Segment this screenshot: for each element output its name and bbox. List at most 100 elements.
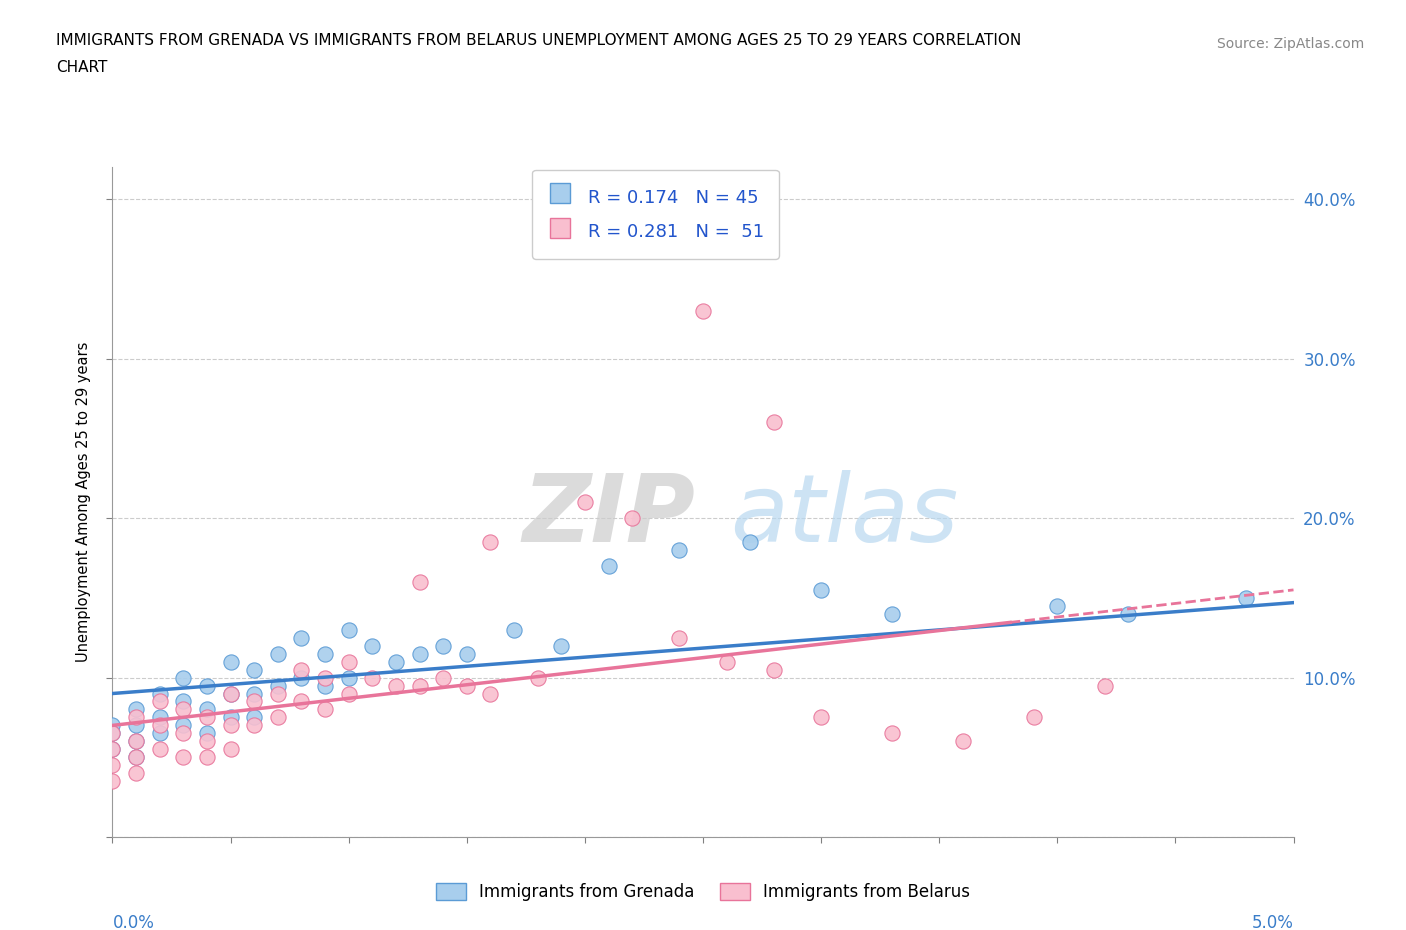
Point	[432, 638, 454, 653]
Point	[172, 694, 194, 709]
Point	[125, 750, 148, 764]
Point	[290, 631, 312, 645]
Point	[1094, 678, 1116, 693]
Point	[762, 662, 785, 677]
Text: CHART: CHART	[56, 60, 108, 75]
Point	[408, 646, 430, 661]
Point	[880, 726, 903, 741]
Text: atlas: atlas	[731, 470, 959, 561]
Point	[149, 718, 172, 733]
Point	[101, 758, 124, 773]
Point	[243, 710, 266, 724]
Point	[361, 638, 384, 653]
Point	[101, 742, 124, 757]
Point	[125, 765, 148, 780]
Text: Source: ZipAtlas.com: Source: ZipAtlas.com	[1216, 37, 1364, 51]
Point	[219, 718, 242, 733]
Point	[290, 694, 312, 709]
Point	[125, 702, 148, 717]
Point	[101, 726, 124, 741]
Point	[361, 671, 384, 685]
Point	[1046, 598, 1069, 613]
Point	[195, 710, 218, 724]
Point	[952, 734, 974, 749]
Point	[337, 622, 360, 637]
Point	[1116, 606, 1139, 621]
Point	[149, 710, 172, 724]
Point	[125, 734, 148, 749]
Point	[195, 734, 218, 749]
Point	[503, 622, 526, 637]
Point	[149, 686, 172, 701]
Point	[219, 686, 242, 701]
Point	[432, 671, 454, 685]
Point	[172, 702, 194, 717]
Point	[408, 678, 430, 693]
Point	[314, 646, 336, 661]
Point	[243, 662, 266, 677]
Point	[408, 575, 430, 590]
Point	[149, 742, 172, 757]
Point	[172, 750, 194, 764]
Point	[526, 671, 548, 685]
Legend: R = 0.174   N = 45, R = 0.281   N =  51: R = 0.174 N = 45, R = 0.281 N = 51	[533, 170, 779, 259]
Point	[479, 686, 502, 701]
Point	[219, 686, 242, 701]
Point	[195, 750, 218, 764]
Point	[195, 678, 218, 693]
Point	[810, 582, 832, 597]
Point	[314, 671, 336, 685]
Point	[267, 710, 290, 724]
Y-axis label: Unemployment Among Ages 25 to 29 years: Unemployment Among Ages 25 to 29 years	[76, 342, 91, 662]
Point	[810, 710, 832, 724]
Point	[621, 511, 644, 525]
Point	[101, 742, 124, 757]
Point	[385, 678, 408, 693]
Text: 0.0%: 0.0%	[112, 913, 155, 930]
Point	[692, 303, 714, 318]
Point	[149, 726, 172, 741]
Point	[101, 718, 124, 733]
Text: ZIP: ZIP	[522, 470, 695, 562]
Point	[456, 646, 478, 661]
Point	[101, 726, 124, 741]
Point	[290, 662, 312, 677]
Point	[195, 702, 218, 717]
Point	[149, 694, 172, 709]
Point	[385, 654, 408, 669]
Point	[125, 710, 148, 724]
Point	[668, 631, 690, 645]
Point	[337, 654, 360, 669]
Text: IMMIGRANTS FROM GRENADA VS IMMIGRANTS FROM BELARUS UNEMPLOYMENT AMONG AGES 25 TO: IMMIGRANTS FROM GRENADA VS IMMIGRANTS FR…	[56, 33, 1022, 47]
Point	[880, 606, 903, 621]
Point	[125, 734, 148, 749]
Point	[598, 559, 620, 574]
Point	[172, 671, 194, 685]
Point	[1022, 710, 1045, 724]
Point	[337, 671, 360, 685]
Point	[479, 535, 502, 550]
Point	[243, 694, 266, 709]
Point	[1234, 591, 1257, 605]
Point	[550, 638, 572, 653]
Point	[125, 718, 148, 733]
Point	[456, 678, 478, 693]
Point	[267, 678, 290, 693]
Point	[172, 726, 194, 741]
Point	[337, 686, 360, 701]
Point	[172, 718, 194, 733]
Point	[101, 774, 124, 789]
Point	[195, 726, 218, 741]
Point	[267, 646, 290, 661]
Point	[219, 710, 242, 724]
Point	[314, 702, 336, 717]
Point	[243, 686, 266, 701]
Point	[740, 535, 762, 550]
Legend: Immigrants from Grenada, Immigrants from Belarus: Immigrants from Grenada, Immigrants from…	[429, 876, 977, 908]
Point	[314, 678, 336, 693]
Point	[267, 686, 290, 701]
Point	[125, 750, 148, 764]
Text: 5.0%: 5.0%	[1251, 913, 1294, 930]
Point	[668, 542, 690, 557]
Point	[219, 654, 242, 669]
